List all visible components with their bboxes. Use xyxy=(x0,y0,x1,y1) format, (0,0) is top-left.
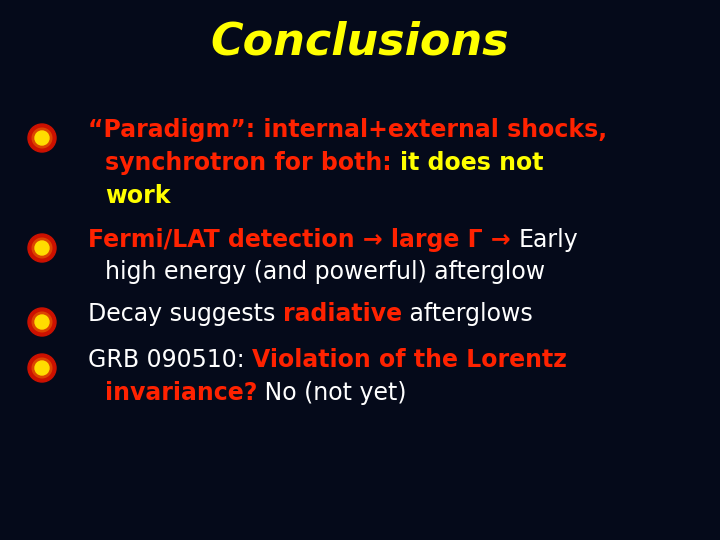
Text: Decay suggests: Decay suggests xyxy=(88,302,283,326)
Text: Conclusions: Conclusions xyxy=(211,21,509,64)
Circle shape xyxy=(35,131,49,145)
Text: invariance?: invariance? xyxy=(105,381,257,405)
Circle shape xyxy=(32,358,52,378)
Text: No (not yet): No (not yet) xyxy=(257,381,407,405)
Circle shape xyxy=(35,241,49,255)
Text: Early: Early xyxy=(519,228,579,252)
Text: “Paradigm”: internal+external shocks,: “Paradigm”: internal+external shocks, xyxy=(88,118,607,142)
Text: work: work xyxy=(105,184,171,208)
Circle shape xyxy=(32,238,52,258)
Text: synchrotron for both:: synchrotron for both: xyxy=(105,151,400,175)
Text: radiative: radiative xyxy=(283,302,402,326)
Circle shape xyxy=(32,312,52,332)
Text: it does not: it does not xyxy=(400,151,544,175)
Text: GRB 090510:: GRB 090510: xyxy=(88,348,252,372)
Circle shape xyxy=(28,308,56,336)
Text: Violation of the Lorentz: Violation of the Lorentz xyxy=(252,348,567,372)
Text: Fermi/LAT detection → large Γ →: Fermi/LAT detection → large Γ → xyxy=(88,228,519,252)
Circle shape xyxy=(28,354,56,382)
Circle shape xyxy=(35,361,49,375)
Circle shape xyxy=(32,128,52,148)
Circle shape xyxy=(28,124,56,152)
Circle shape xyxy=(28,234,56,262)
Text: high energy (and powerful) afterglow: high energy (and powerful) afterglow xyxy=(105,260,545,284)
Text: afterglows: afterglows xyxy=(402,302,533,326)
Circle shape xyxy=(35,315,49,329)
